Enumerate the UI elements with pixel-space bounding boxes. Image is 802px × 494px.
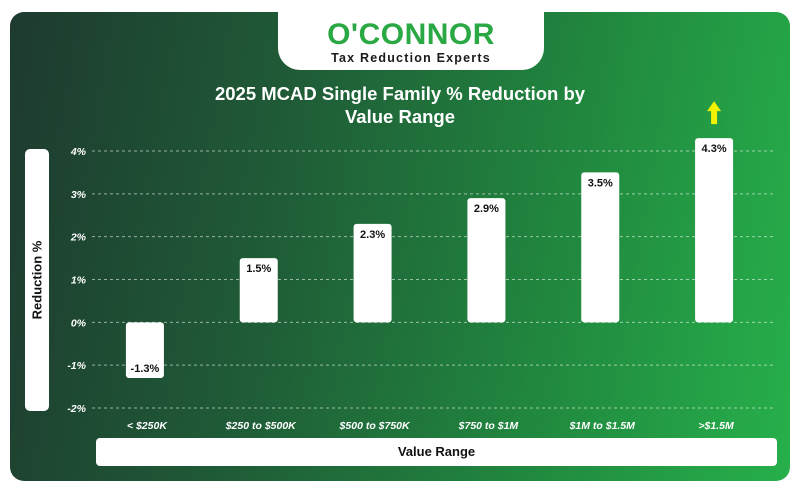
x-tick-label: < $250K <box>127 420 168 432</box>
x-tick-label: $750 to $1M <box>458 420 519 432</box>
chart-card: O'CONNOR Tax Reduction Experts 2025 MCAD… <box>10 12 790 481</box>
bar <box>695 138 734 323</box>
bar-chart: 4% 3% 2% 1% 0% -1% -2% -1.3% < $250K 1.5% $250 to … <box>67 101 775 432</box>
data-label: 3.5% <box>588 177 613 189</box>
x-tick-label: $500 to $750K <box>339 420 411 432</box>
x-axis-label: Value Range <box>397 444 476 459</box>
y-tick-label: -1% <box>67 360 86 372</box>
bar <box>239 258 278 323</box>
data-label: 2.3% <box>360 229 385 241</box>
bar <box>467 198 506 323</box>
data-label: 1.5% <box>246 263 271 275</box>
chart-title-line-2: Value Range <box>344 106 455 127</box>
up-arrow-icon <box>707 101 722 125</box>
y-tick-label: 2% <box>70 232 87 244</box>
y-tick-label: 1% <box>71 275 87 287</box>
y-tick-label: 4% <box>70 146 87 158</box>
bar <box>125 322 164 379</box>
chart-title-line-1: 2025 MCAD Single Family % Reduction by <box>214 83 586 104</box>
y-axis-label-box <box>25 149 49 411</box>
x-axis-label-box <box>96 438 777 466</box>
logo-tab: O'CONNOR Tax Reduction Experts <box>278 12 544 70</box>
data-label: 4.3% <box>702 143 727 155</box>
data-label: -1.3% <box>131 363 160 375</box>
x-tick-label: $1M to $1.5M <box>569 420 636 432</box>
data-label: 2.9% <box>474 203 499 215</box>
y-tick-label: 0% <box>71 317 87 329</box>
bar <box>353 223 392 323</box>
x-tick-label: >$1.5M <box>698 420 734 432</box>
brand-tagline: Tax Reduction Experts <box>331 51 491 65</box>
y-tick-label: -2% <box>67 403 86 415</box>
bar <box>581 172 620 323</box>
y-tick-label: 3% <box>71 189 87 201</box>
chart-title: 2025 MCAD Single Family % Reduction by V… <box>150 82 650 128</box>
x-tick-label: $250 to $500K <box>225 420 297 432</box>
brand-logo-name: O'CONNOR <box>327 18 495 51</box>
